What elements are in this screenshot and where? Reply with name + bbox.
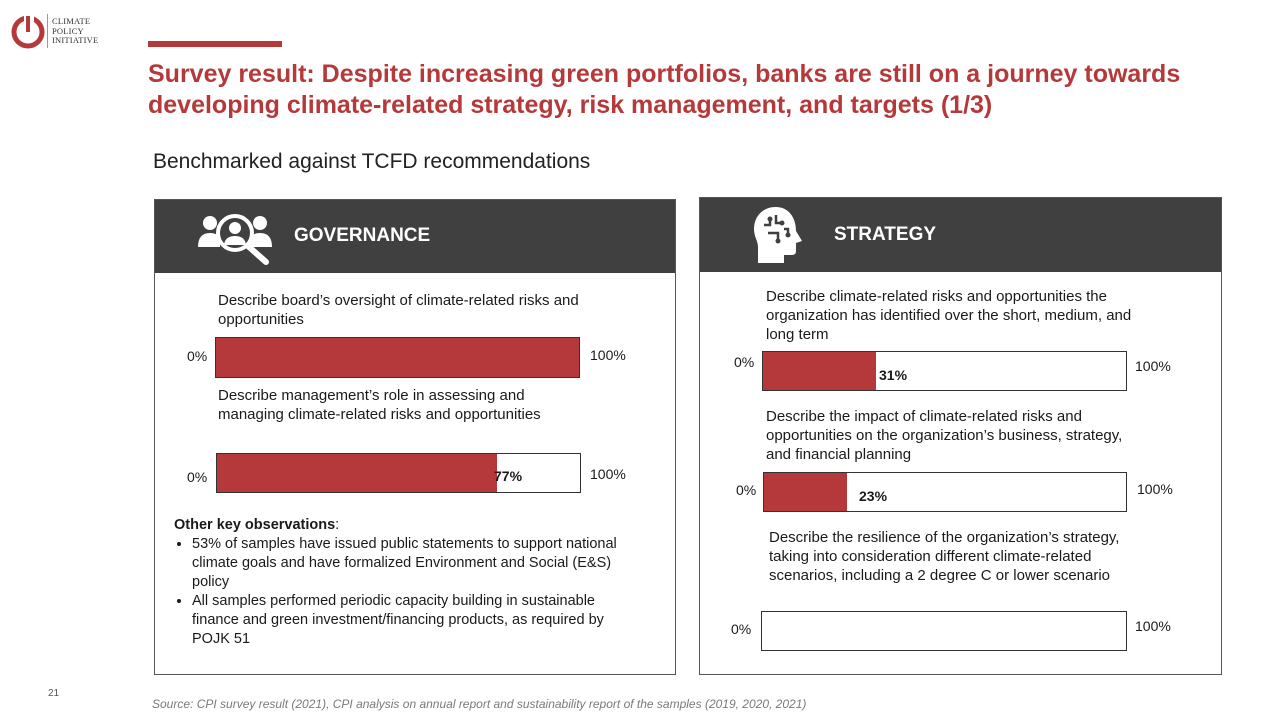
strategy-item-3-label: Describe the resilience of the organizat… — [769, 529, 1120, 584]
observations: Other key observations: 53% of samples h… — [174, 516, 644, 649]
strategy-item-3-max: 100% — [1135, 618, 1171, 634]
head-strategy-icon — [754, 207, 802, 263]
strategy-item-3-bar — [761, 611, 1127, 651]
page-title: Survey result: Despite increasing green … — [148, 60, 1181, 119]
strategy-item-2-max: 100% — [1137, 481, 1173, 497]
strategy-title: STRATEGY — [834, 224, 937, 245]
governance-item-2-fill — [217, 454, 497, 492]
governance-item-1-max: 100% — [590, 347, 626, 363]
logo-text: CLIMATE POLICY INITIATIVE — [52, 16, 99, 45]
observation-item: 53% of samples have issued public statem… — [192, 535, 644, 592]
strategy-item-3-min: 0% — [731, 621, 752, 637]
strategy-item-1-fill — [763, 352, 876, 390]
governance-item-1-bar — [215, 337, 580, 378]
title-accent-bar — [148, 41, 282, 47]
source-note: Source: CPI survey result (2021), CPI an… — [152, 697, 807, 711]
strategy-item-2-value: 23% — [859, 488, 888, 504]
governance-panel — [154, 199, 676, 675]
strategy-item-2-min: 0% — [736, 482, 757, 498]
strategy-item-1-min: 0% — [734, 354, 755, 370]
governance-item-2-min: 0% — [187, 469, 208, 485]
governance-title: GOVERNANCE — [294, 225, 431, 246]
governance-item-2-label: Describe management’s role in assessing … — [218, 387, 541, 423]
observations-heading: Other key observations — [174, 517, 336, 533]
observation-item: All samples performed periodic capacity … — [192, 592, 644, 649]
strategy-item-2-fill — [764, 473, 848, 511]
strategy-item-2-label: Describe the impact of climate-related r… — [766, 408, 1123, 463]
strategy-item-1-bar — [762, 351, 1127, 391]
governance-item-1-min: 0% — [187, 348, 208, 364]
logo-divider — [47, 14, 48, 48]
governance-item-2-bar — [216, 453, 581, 493]
people-search-icon — [198, 214, 272, 265]
page-subtitle: Benchmarked against TCFD recommendations — [153, 150, 591, 173]
strategy-item-1-max: 100% — [1135, 358, 1171, 374]
governance-item-2-max: 100% — [590, 466, 626, 482]
strategy-item-2-bar — [763, 472, 1127, 512]
strategy-item-1-value: 31% — [879, 367, 908, 383]
page-number: 21 — [48, 688, 60, 699]
governance-item-2-value: 77% — [494, 468, 523, 484]
governance-item-1-fill — [216, 338, 579, 377]
strategy-item-1-label: Describe climate-related risks and oppor… — [766, 288, 1132, 343]
cpi-logo-icon — [11, 14, 45, 49]
governance-item-1-label: Describe board’s oversight of climate-re… — [218, 292, 579, 328]
